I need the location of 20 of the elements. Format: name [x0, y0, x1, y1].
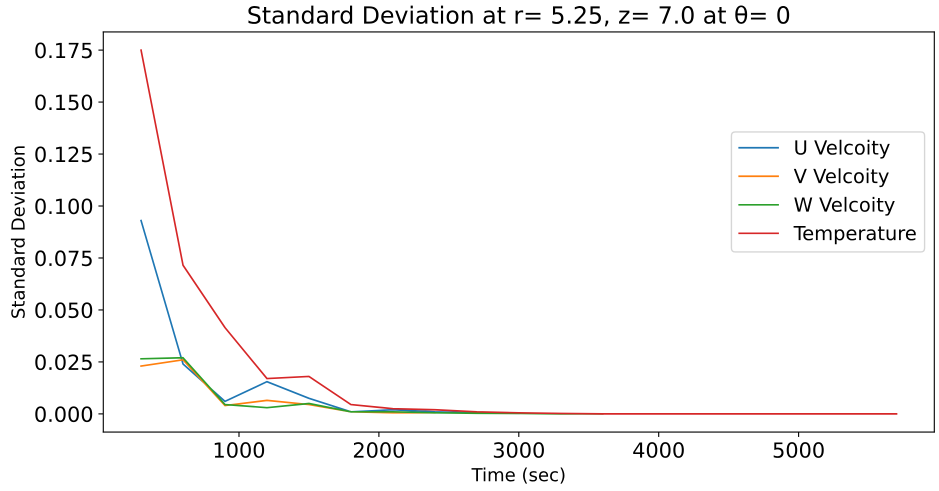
- x-tick-label: 2000: [354, 442, 404, 458]
- y-tick-label: 0.025: [35, 354, 92, 370]
- x-tick-label: 1000: [214, 442, 264, 458]
- x-tick-label: 4000: [633, 442, 684, 458]
- y-tick-label: 0.100: [35, 198, 92, 214]
- x-tick-label: 3000: [494, 442, 544, 458]
- y-tick-label: 0.175: [35, 42, 92, 58]
- y-tick-label: 0.125: [35, 146, 92, 162]
- y-tick-label: 0.000: [35, 406, 92, 422]
- y-tick-label: 0.050: [35, 302, 92, 318]
- legend-label: V Velcoity: [794, 168, 889, 188]
- legend-label: U Velcoity: [795, 140, 890, 159]
- chart-title: Standard Deviation at r= 5.25, z= 7.0 at θ= 0: [248, 5, 790, 26]
- legend-label: W Velcoity: [794, 196, 895, 216]
- y-axis-title: Standard Deviation: [10, 146, 25, 318]
- x-axis-title: Time (sec): [472, 468, 564, 484]
- y-tick-label: 0.150: [35, 94, 92, 110]
- y-tick-label: 0.075: [35, 250, 92, 266]
- x-tick-label: 5000: [774, 442, 824, 458]
- legend-label: Temperature: [794, 226, 916, 244]
